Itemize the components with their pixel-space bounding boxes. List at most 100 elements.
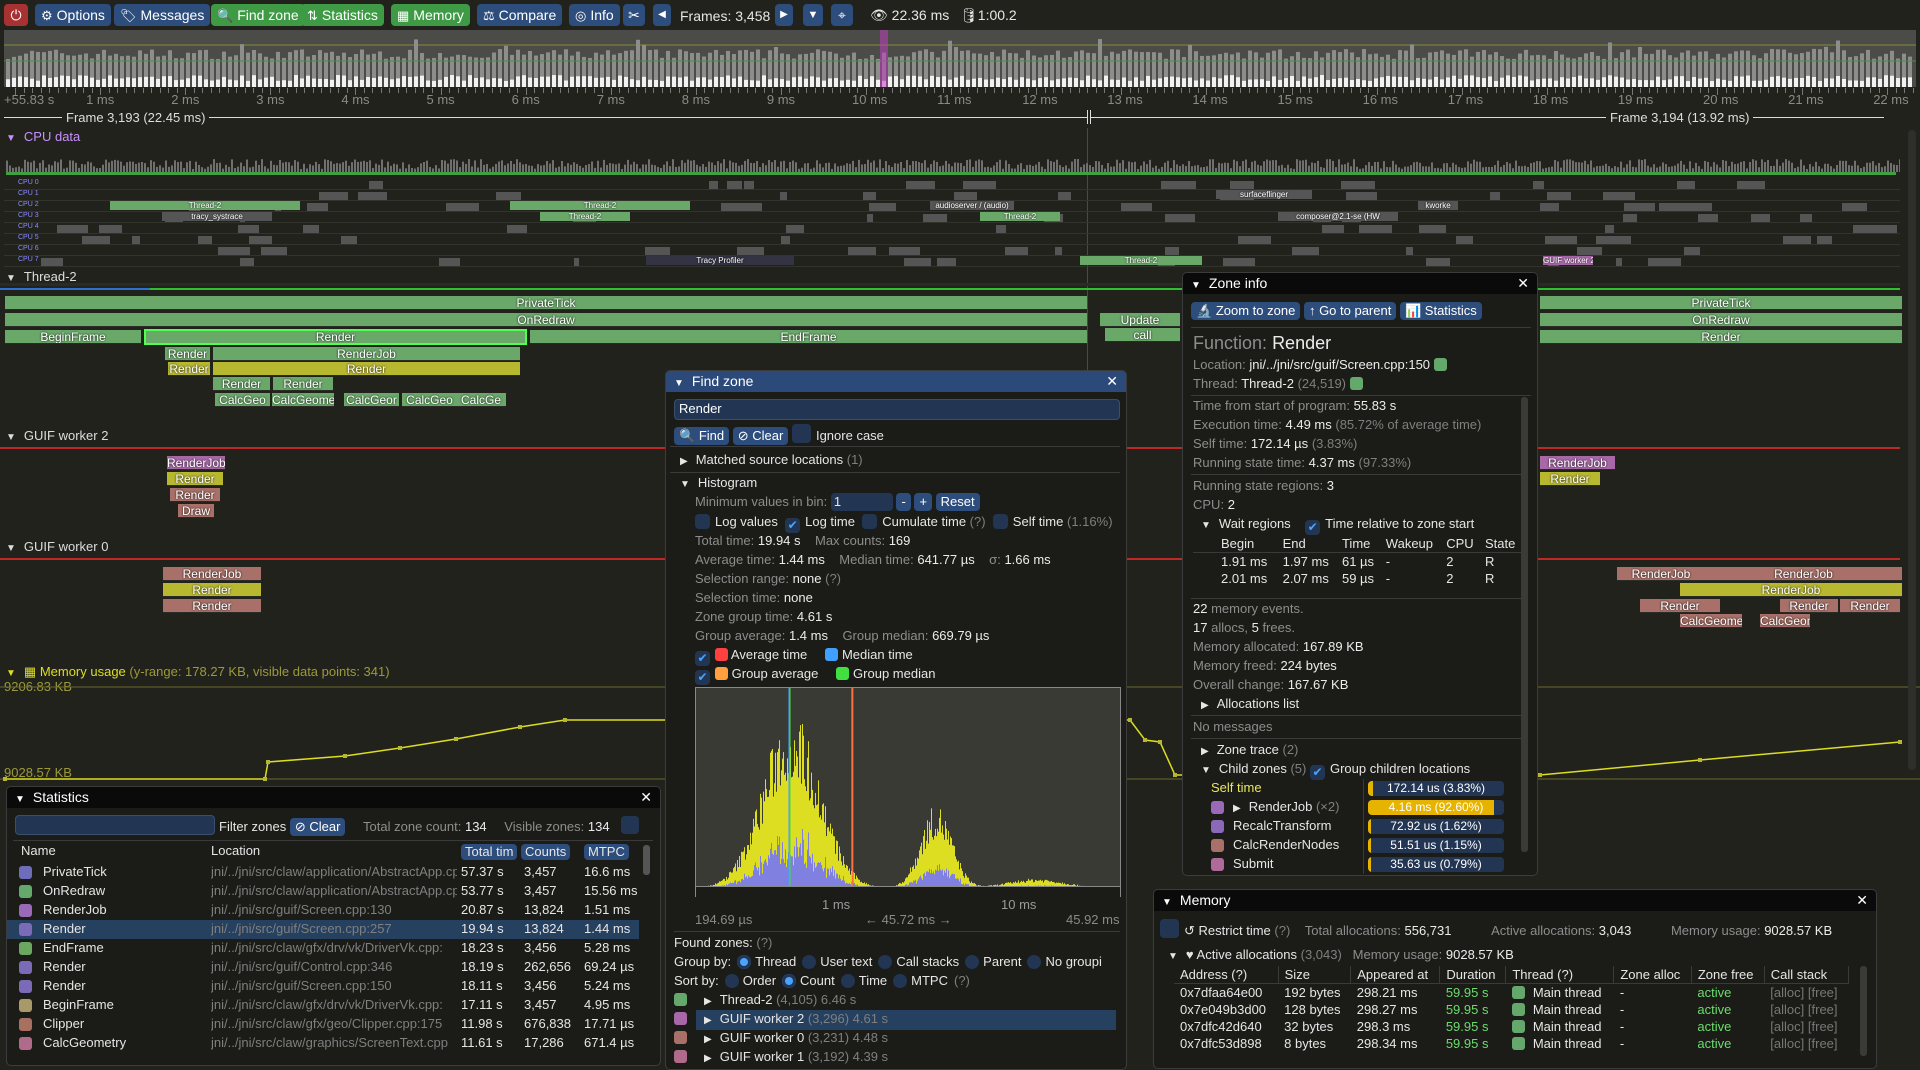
alloc-column-header[interactable]: Call stack <box>1764 966 1848 984</box>
wait-regions-toggle[interactable]: ▼ <box>1201 520 1211 531</box>
sort-by-radio[interactable] <box>782 974 796 988</box>
cpu-thread-slice[interactable]: tracy_systrace <box>162 212 272 221</box>
zone-block[interactable]: OnRedraw <box>1540 313 1902 327</box>
zone-trace-toggle[interactable]: ▶Zone trace (2) <box>1201 741 1298 760</box>
alloc-column-header[interactable]: Duration <box>1440 966 1506 984</box>
group-by-radio[interactable] <box>1027 955 1041 969</box>
cpu-slice[interactable] <box>1230 181 1254 189</box>
cpu-thread-slice[interactable]: kworke <box>1418 201 1458 210</box>
cpu-slice[interactable] <box>249 236 272 244</box>
sort-by-radio[interactable] <box>893 974 907 988</box>
memory-titlebar[interactable]: ▼Memory✕ <box>1154 890 1876 911</box>
cpu-slice[interactable] <box>1684 247 1700 255</box>
cpu-slice[interactable] <box>1167 181 1181 189</box>
statistics-button[interactable]: ⇅Statistics <box>301 4 384 26</box>
cpu-slice[interactable] <box>863 192 876 200</box>
log-time-checkbox[interactable]: ✔ <box>785 518 800 533</box>
tools-icon[interactable]: ✂ <box>623 4 645 26</box>
cpu-slice[interactable] <box>744 181 754 189</box>
cpu-slice[interactable] <box>780 192 787 200</box>
cpu-thread-slice[interactable]: Thread-2 <box>980 212 1060 221</box>
alloc-cell-text[interactable]: [alloc] <box>1770 1019 1804 1034</box>
col-location[interactable]: Location <box>211 842 260 861</box>
cpu-thread-slice[interactable]: Thread-2 <box>110 201 300 210</box>
cpu-slice[interactable] <box>937 258 956 266</box>
cpu-slice[interactable] <box>574 258 578 266</box>
found-zone-group[interactable]: ▶GUIF worker 2 (3,296) 4.61 s <box>666 1010 1126 1029</box>
group-label[interactable]: ▶GUIF worker 0 (3,231) 4.48 s <box>696 1029 1116 1049</box>
zone-block[interactable]: RenderJob <box>1617 567 1705 581</box>
cpu-slice[interactable] <box>507 225 527 233</box>
active-allocations-toggle[interactable]: ▼ <box>1168 951 1178 962</box>
cumulate-time-checkbox[interactable] <box>862 514 877 529</box>
cpu-slice[interactable] <box>906 181 935 189</box>
cpu-slice[interactable] <box>1005 247 1028 255</box>
cpu-slice[interactable] <box>1055 247 1062 255</box>
zone-block[interactable]: CalcGeomet <box>1760 614 1810 628</box>
cpu-slice[interactable] <box>1490 192 1501 200</box>
frame-dropdown-icon[interactable]: ▼ <box>803 4 823 26</box>
sort-by-radio[interactable] <box>725 974 739 988</box>
alloc-cell-text[interactable]: [alloc] <box>1770 985 1804 1000</box>
zone-block[interactable]: Render <box>213 377 270 391</box>
cpu-slice[interactable] <box>1688 203 1713 211</box>
zone-block[interactable]: Render <box>165 347 210 361</box>
cpu-slice[interactable] <box>57 225 88 233</box>
cpu-slice[interactable] <box>240 258 254 266</box>
cpu-slice[interactable] <box>1322 225 1345 233</box>
power-icon[interactable]: ⏻ <box>4 4 28 26</box>
cpu-slice[interactable] <box>996 225 1006 233</box>
histogram-chart[interactable] <box>695 687 1121 887</box>
cpu-slice[interactable] <box>904 258 931 266</box>
alloc-cell[interactable]: [alloc] [free] <box>1764 1035 1848 1052</box>
zone-block[interactable]: Render <box>167 472 223 486</box>
cpu-slice[interactable] <box>1406 247 1412 255</box>
cpu-slice[interactable] <box>341 236 358 244</box>
cpu-slice[interactable] <box>1165 247 1179 255</box>
frame-bar[interactable] <box>1098 39 1102 87</box>
zone-block[interactable]: PrivateTick <box>5 296 1087 310</box>
zone-statistics-button[interactable]: 📊 Statistics <box>1400 302 1482 320</box>
cpu-slice[interactable] <box>307 203 328 211</box>
zone-info-scrollbar[interactable] <box>1521 397 1528 852</box>
filter-input[interactable] <box>15 815 215 835</box>
find-zone-button[interactable]: 🔍Find zone <box>211 4 305 26</box>
cpu-slice[interactable] <box>1419 225 1446 233</box>
statistics-titlebar[interactable]: ▼Statistics✕ <box>7 787 660 808</box>
memory-usage-header[interactable]: ▼▦ Memory usage (y-range: 178.27 KB, vis… <box>6 664 390 680</box>
time-relative-checkbox[interactable]: ✔ <box>1305 520 1320 535</box>
cpu-thread-slice[interactable]: composer@2.1-se (HW <box>1278 212 1398 221</box>
sort-by-option[interactable]: MTPC <box>911 973 948 988</box>
cpu-thread-slice[interactable]: Thread-2 <box>540 212 630 221</box>
group-by-option[interactable]: No groupi <box>1045 954 1101 969</box>
group-by-option[interactable]: User text <box>820 954 872 969</box>
cpu-slice[interactable] <box>1165 214 1195 222</box>
cpu-slice[interactable] <box>82 236 110 244</box>
cpu-slice[interactable] <box>709 181 719 189</box>
found-zone-group[interactable]: ▶Thread-2 (4,105) 6.46 s <box>666 991 1126 1010</box>
cpu-slice[interactable] <box>261 247 287 255</box>
expand-icon[interactable]: ▶ <box>1233 803 1241 814</box>
cpu-slice[interactable] <box>358 192 387 200</box>
show-average-checkbox[interactable]: ✔ <box>695 651 710 666</box>
help-icon[interactable]: (?) <box>756 935 772 950</box>
found-zone-group[interactable]: ▶GUIF worker 0 (3,231) 4.48 s <box>666 1029 1126 1048</box>
zone-block[interactable]: Draw <box>178 504 214 518</box>
location-value[interactable]: jni/../jni/src/guif/Screen.cpp:150 <box>1249 357 1430 372</box>
zone-block[interactable]: RenderJob <box>1705 567 1902 581</box>
go-to-parent-button[interactable]: ↑ Go to parent <box>1304 302 1396 320</box>
help-icon[interactable]: (?) <box>970 514 986 529</box>
cpu-slice[interactable] <box>238 225 259 233</box>
cpu-slice[interactable] <box>963 181 996 189</box>
close-icon[interactable]: ✕ <box>640 787 652 808</box>
group-children-checkbox[interactable]: ✔ <box>1310 765 1325 780</box>
expand-icon[interactable]: ▶ <box>704 996 712 1007</box>
group-by-option[interactable]: Thread <box>755 954 796 969</box>
